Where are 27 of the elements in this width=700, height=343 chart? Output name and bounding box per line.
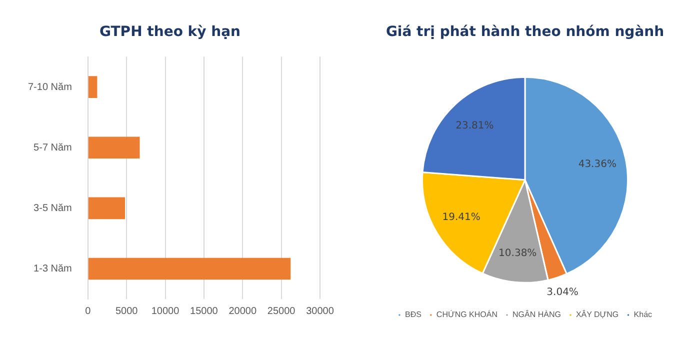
x-tick-label: 10000 [151,306,180,317]
y-tick-label: 1-3 Năm [34,263,72,274]
legend-label: CHỨNG KHOÁN [436,310,498,320]
y-tick-label: 5-7 Năm [34,142,72,154]
chart-title: GTPH theo kỳ hạn [100,24,240,40]
y-tick-label: 7-10 Năm [28,82,72,93]
legend-label: BĐS [404,310,422,320]
bar [88,76,98,98]
data-label: 10.38% [498,248,537,260]
x-tick-label: 20000 [228,306,257,317]
data-label: 23.81% [456,120,494,132]
data-label: 43.36% [578,159,616,170]
bar [88,136,140,159]
x-tick-label: 25000 [267,306,296,317]
y-tick-label: 3-5 Năm [34,202,72,214]
data-label: 3.04% [546,287,578,298]
legend-label: NGÂN HÀNG [512,310,561,320]
legend-label: XÂY DỰNG [576,310,619,320]
legend-label: Khác [634,310,652,320]
x-tick-label: 30000 [306,306,334,317]
data-label: 19.41% [442,212,480,224]
chart-title: Giá trị phát hành theo nhóm ngành [386,24,664,40]
x-tick-label: 15000 [190,306,218,317]
x-tick-label: 5000 [115,306,138,317]
bar [88,258,291,280]
x-tick-label: 0 [85,306,92,317]
bar [88,197,126,220]
